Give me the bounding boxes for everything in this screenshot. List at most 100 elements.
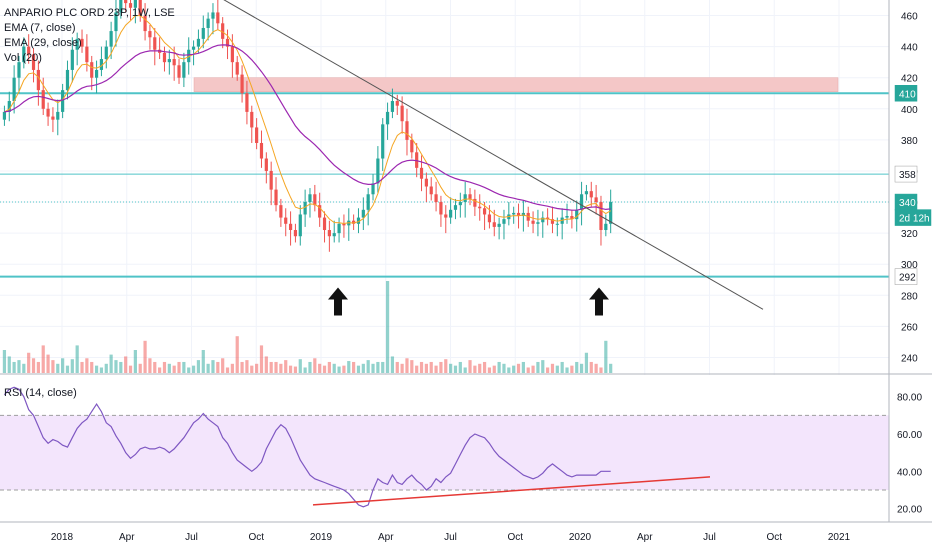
price-badge-label: 410 — [899, 89, 916, 100]
candle-body — [133, 0, 137, 8]
ema-slow-legend[interactable]: EMA (29, close) — [4, 37, 82, 49]
legend-rsi[interactable]: RSI (14, close) — [4, 386, 77, 401]
volume-bar — [61, 358, 65, 373]
candle-body — [259, 142, 264, 159]
arrows — [328, 287, 609, 316]
candle-body — [584, 191, 589, 195]
candle-body — [376, 158, 380, 184]
price-badge-label: 292 — [899, 273, 916, 284]
volume-bar — [138, 363, 142, 373]
rsi-trendline — [312, 476, 711, 506]
volume-bar — [579, 363, 584, 373]
candle-body — [604, 223, 608, 231]
price-tick-label: 300 — [901, 260, 918, 271]
candle-body — [502, 219, 506, 224]
volume-bar — [415, 365, 419, 373]
candle-body — [211, 12, 215, 19]
price-badge-label: 358 — [899, 170, 916, 181]
candle-body — [390, 101, 395, 112]
candle-body — [546, 217, 550, 220]
volume-bar — [153, 361, 157, 373]
candle-body — [119, 0, 123, 13]
volume-bar — [419, 361, 424, 373]
candle-body — [22, 46, 26, 63]
ema-slow-line — [4, 44, 611, 211]
time-tick-label: Apr — [378, 532, 394, 543]
candle-body — [27, 46, 31, 55]
rsi-legend[interactable]: RSI (14, close) — [4, 387, 77, 399]
volume-bar — [230, 363, 234, 373]
candle-body — [2, 111, 7, 120]
volume-bar — [172, 365, 176, 373]
volume-bar — [439, 361, 443, 373]
candle-body — [230, 46, 234, 63]
candle-body — [429, 186, 433, 195]
symbol-title[interactable]: ANPARIO PLC ORD 23P, 1W, LSE — [4, 7, 175, 19]
time-tick-label: Apr — [637, 532, 653, 543]
candle-body — [36, 69, 40, 91]
candle-body — [240, 74, 244, 94]
candle-body — [531, 220, 535, 224]
candle-body — [148, 31, 152, 38]
volume-bar — [250, 365, 254, 373]
price-tick-label: 440 — [901, 43, 918, 54]
volume-bar — [512, 365, 516, 373]
volume-bar — [478, 363, 482, 373]
volume-bar — [240, 361, 244, 373]
volume-bar — [594, 363, 598, 373]
volume-bar — [395, 361, 399, 373]
ema-fast-legend[interactable]: EMA (7, close) — [4, 22, 76, 34]
volume-bar — [371, 363, 375, 373]
candle-body — [361, 209, 365, 218]
candle-body — [46, 108, 50, 117]
legend-symbol[interactable]: ANPARIO PLC ORD 23P, 1W, LSE EMA (7, clo… — [4, 6, 175, 66]
volume-legend[interactable]: Vol (20) — [4, 52, 42, 64]
candle-body — [153, 37, 157, 50]
candle-body — [381, 124, 385, 159]
candle-body — [293, 230, 298, 237]
volume-bar — [453, 365, 458, 373]
ema-lines — [4, 15, 611, 225]
candle-body — [352, 220, 356, 224]
volume-bar — [507, 367, 511, 373]
price-pane[interactable] — [0, 0, 889, 373]
volume-bar — [497, 361, 501, 373]
candle-body — [167, 59, 171, 63]
candle-body — [395, 101, 399, 106]
volume-bar — [468, 360, 472, 373]
candle-body — [143, 15, 147, 32]
volume-bar — [609, 363, 613, 373]
candle-body — [521, 212, 525, 217]
time-tick-label: Apr — [119, 532, 135, 543]
volume-bar — [206, 363, 210, 373]
volume-bar — [361, 363, 365, 373]
candle-body — [541, 217, 545, 223]
candle-body — [589, 191, 593, 198]
price-axis[interactable]: 4604404204003803603403203002802602404103… — [894, 12, 932, 365]
volume-bar — [424, 363, 428, 373]
volume-bar — [225, 367, 230, 373]
volume-bar — [259, 345, 264, 373]
volume-bar — [133, 350, 137, 373]
candle-body — [269, 170, 273, 190]
volume-bar — [36, 361, 40, 373]
rsi-tick-label: 20.00 — [897, 505, 922, 516]
volume-bar — [187, 367, 191, 373]
volume-bar — [318, 363, 322, 373]
candle-body — [536, 222, 540, 224]
rsi-axis[interactable]: 80.00 60.00 40.00 20.00 — [897, 393, 922, 516]
volume-bar — [56, 363, 60, 373]
volume-bar — [376, 361, 380, 373]
candle-body — [12, 77, 16, 102]
time-axis[interactable]: 2018 Apr Jul Oct 2019 Apr Jul Oct 2020 Apr Jul Oct 2… — [51, 532, 851, 543]
volume-bar — [599, 367, 603, 373]
candle-body — [356, 217, 361, 224]
price-badge — [894, 85, 918, 102]
volume-bar — [148, 358, 152, 373]
price-badge — [894, 165, 918, 183]
volume-bar — [288, 365, 293, 373]
candle-body — [85, 46, 89, 63]
candle-body — [288, 223, 293, 231]
